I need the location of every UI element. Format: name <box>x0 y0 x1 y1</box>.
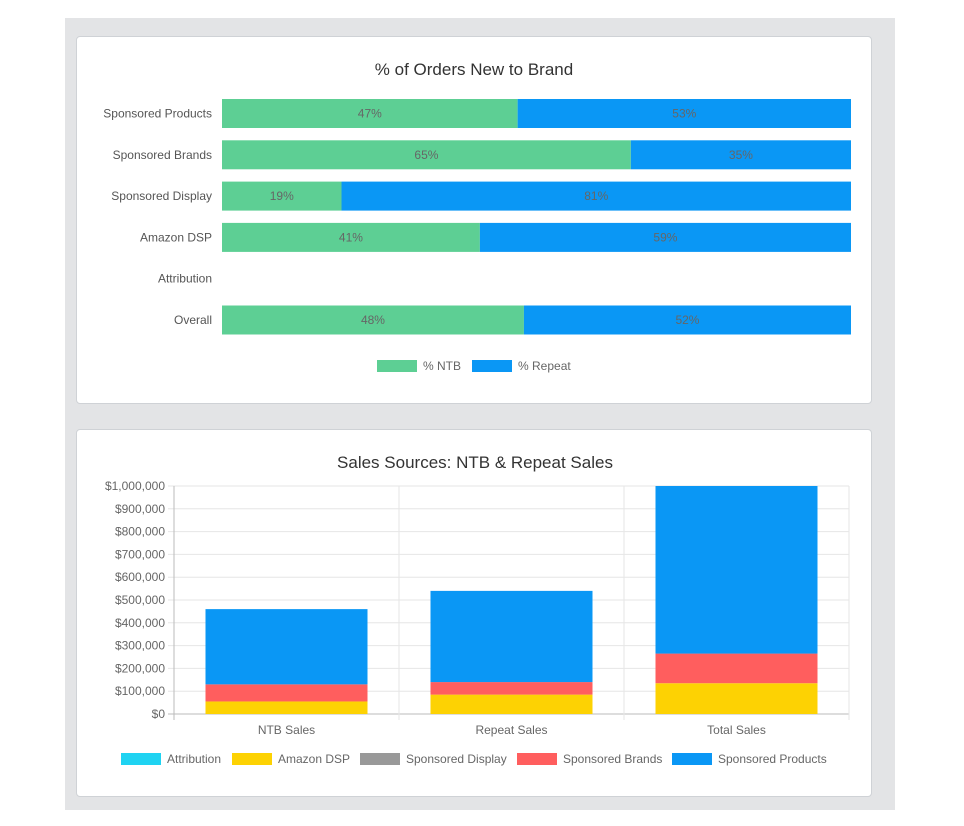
ntb-chart-card <box>76 36 872 404</box>
sales-sources-chart-card <box>76 429 872 797</box>
